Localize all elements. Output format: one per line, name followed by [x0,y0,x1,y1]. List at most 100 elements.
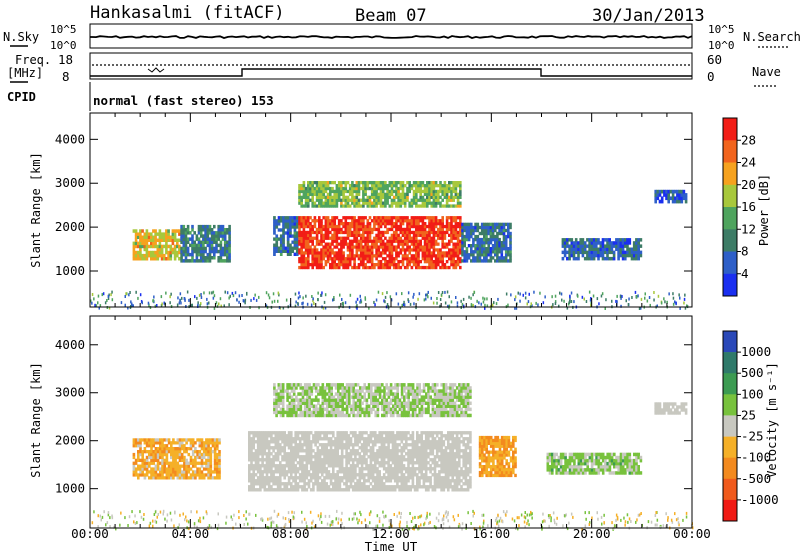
echo-cell-6 [624,241,627,245]
echo-cell-7 [684,196,688,201]
clutter-cell [437,291,440,294]
echo-cell-3 [390,233,394,237]
clutter-cell [294,292,297,296]
echo-cell-3 [392,245,396,249]
echo-cell-0 [160,253,164,258]
echo-cell-1 [358,470,362,474]
echo-cell-1 [290,485,293,489]
echo-cell-1 [208,246,212,251]
echo-cell-1 [274,455,278,459]
echo-cell-3 [373,227,376,232]
clutter-cell [159,510,162,514]
echo-cell-1 [217,228,220,232]
echo-cell-1 [197,224,201,229]
clutter-cell [413,302,415,306]
echo-cell-1 [325,485,328,489]
clutter-cell [301,520,303,524]
echo-cell-5 [509,259,512,263]
clutter-cell [544,519,546,523]
echo-cell-1 [305,488,309,492]
echo-cell-3 [362,224,365,229]
echo-cell-1 [248,440,251,444]
echo-cell-1 [329,461,333,465]
echo-cell-1 [356,437,359,441]
echo-cell-1 [318,476,322,480]
echo-cell-4 [300,204,303,208]
echo-cell-1 [360,446,364,450]
echo-cell-3 [302,216,306,220]
echo-cell-4 [381,204,385,208]
echo-cell-4 [302,192,306,196]
echo-cell-3 [421,248,425,252]
echo-cell-5 [463,253,466,257]
echo-cell-3 [445,219,449,223]
echo-cell-0 [148,470,151,474]
echo-cell-1 [314,482,317,486]
echo-cell-3 [441,254,444,258]
echo-cell-3 [401,219,405,223]
echo-cell-3 [318,257,321,261]
clutter-cell [499,516,502,520]
clutter-cell [268,296,271,300]
echo-cell-0 [205,461,208,465]
echo-cell-0 [198,441,202,445]
echo-cell-1 [369,452,373,456]
colorbar-tick-label: 28 [741,132,756,147]
clutter-cell [95,304,98,308]
echo-cell-3 [351,245,354,249]
echo-cell-1 [197,252,201,257]
echo-cell-3 [410,222,414,226]
echo-cell-1 [301,437,304,441]
echo-cell-3 [430,260,433,264]
clutter-cell [407,298,409,302]
echo-cell-0 [165,447,169,451]
echo-cell-1 [259,482,262,486]
echo-cell-1 [208,256,212,260]
echo-cell-0 [216,455,219,460]
echo-cell-1 [327,449,331,453]
echo-cell-3 [390,227,394,232]
clutter-cell [244,301,246,305]
echo-cell-1 [325,455,328,459]
echo-cell-3 [370,230,374,235]
echo-cell-1 [274,443,278,447]
echo-cell-6 [574,250,578,255]
echo-cell-1 [267,479,271,483]
echo-cell-4 [434,204,438,208]
echo-cell-5 [485,237,488,242]
echo-cell-3 [375,242,378,246]
echo-cell-6 [583,241,587,245]
echo-cell-3 [408,222,411,226]
echo-cell-1 [290,470,293,474]
echo-cell-3 [359,219,363,223]
colorbar-segment [723,273,737,297]
echo-cell-4 [459,186,462,191]
clutter-cell [208,301,210,305]
echo-cell-5 [478,237,482,242]
echo-cell-5 [500,247,504,251]
echo-cell-6 [592,247,596,251]
echo-cell-1 [354,455,357,459]
echo-cell-3 [302,257,306,261]
colorbar-tick-label: 20 [741,177,756,192]
echo-cell-4 [362,201,365,205]
echo-cell-3 [450,227,453,232]
echo-cell-0 [137,473,140,477]
echo-cell-1 [321,479,324,483]
echo-cell-1 [360,467,364,471]
echo-cell-1 [336,479,339,483]
echo-cell-3 [333,257,336,261]
echo-cell-3 [423,248,427,252]
echo-cell-1 [206,237,210,241]
clutter-cell [238,294,241,298]
echo-cell-1 [276,464,280,468]
echo-cell-3 [441,245,444,249]
echo-cell-0 [187,470,191,474]
echo-cell-1 [316,431,320,435]
echo-cell-4 [379,201,383,205]
echo-cell-0 [161,438,164,442]
echo-cell-1 [283,470,286,474]
echo-cell-5 [509,256,512,260]
echo-cell-1 [318,488,322,492]
clutter-cell [436,301,438,305]
